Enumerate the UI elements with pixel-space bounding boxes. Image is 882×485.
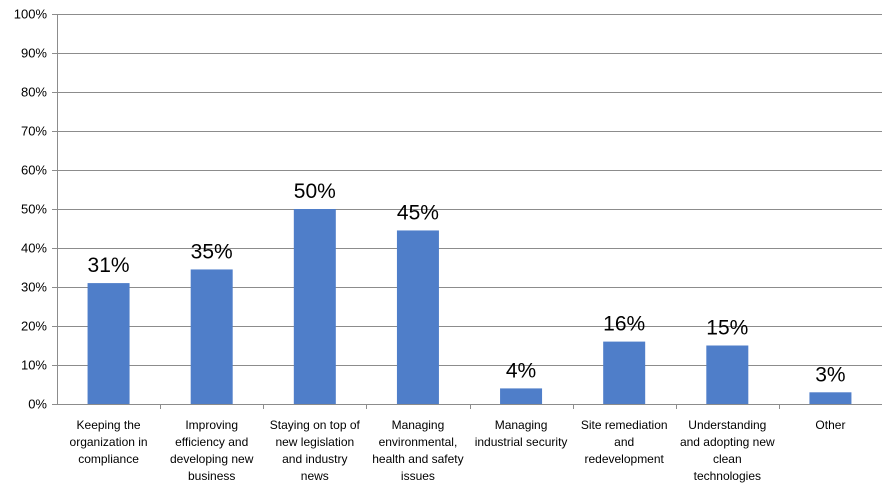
category-label: Managing industrial security [475, 418, 568, 449]
data-labels: 31% 35% 50% 45% 4% 16% 15% 3% [88, 180, 846, 386]
y-tick-label: 30% [21, 280, 47, 295]
x-axis [57, 404, 882, 409]
data-label: 31% [88, 254, 130, 277]
gridlines [52, 14, 882, 405]
data-label: 45% [397, 201, 439, 224]
category-label: Keeping the organization in compliance [70, 418, 148, 466]
y-axis-tick-labels: 0% 10% 20% 30% 40% 50% 60% 70% 80% 90% 100% [14, 7, 48, 412]
bar [603, 341, 646, 404]
y-tick-label: 0% [28, 397, 47, 412]
bar [293, 209, 336, 404]
y-tick-label: 40% [21, 241, 47, 256]
category-label: Managing environmental, health and safety i… [372, 418, 463, 483]
y-tick-label: 20% [21, 319, 47, 334]
data-label: 35% [191, 240, 233, 263]
y-tick-label: 100% [14, 7, 48, 22]
category-label: Site remediation and redevelopment [581, 418, 668, 466]
y-tick-label: 50% [21, 202, 47, 217]
y-tick-label: 10% [21, 358, 47, 373]
bar [396, 230, 439, 404]
bar [500, 388, 543, 404]
bar [706, 345, 749, 404]
category-label: Other [815, 418, 845, 432]
y-tick-label: 80% [21, 85, 47, 100]
data-label: 16% [603, 313, 645, 336]
data-label: 3% [815, 363, 845, 386]
y-tick-label: 90% [21, 46, 47, 61]
data-label: 15% [706, 317, 748, 340]
y-tick-label: 60% [21, 163, 47, 178]
bar [190, 269, 233, 404]
y-tick-label: 70% [21, 124, 47, 139]
category-label: Improving efficiency and developing new bus… [170, 418, 254, 483]
bar [87, 283, 130, 404]
category-label: Staying on top of new legislation and indu… [270, 418, 361, 483]
data-label: 50% [294, 180, 336, 203]
data-label: 4% [506, 359, 536, 382]
category-labels: Keeping the organization in compliance Impr… [70, 418, 846, 483]
category-label: Understanding and adopting new clean techno… [680, 418, 775, 483]
bars [87, 209, 852, 404]
bar [809, 392, 852, 404]
